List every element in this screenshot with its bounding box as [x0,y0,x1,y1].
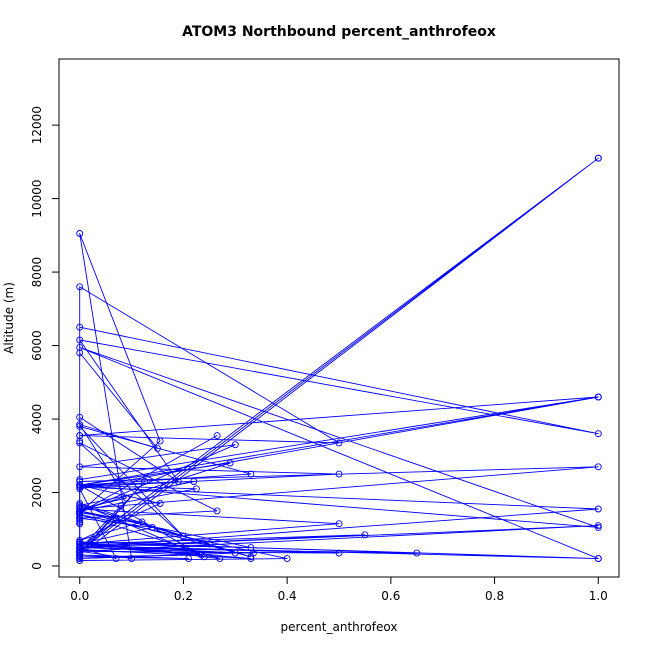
data-point [76,536,84,544]
chart-title: ATOM3 Northbound percent_anthrofeox [182,24,496,40]
data-point [76,507,84,515]
y-tick-label: 0 [30,562,44,570]
data-point [413,549,421,557]
data-point [76,553,84,561]
data-point [76,540,84,548]
data-point [594,523,602,531]
data-point [76,485,84,493]
data-point [594,505,602,513]
series-layer [76,154,602,564]
x-axis-ticks: 0.0 0.2 0.4 0.6 0.8 1.0 [70,577,608,603]
y-axis-ticks: 0 2000 4000 6000 8000 10000 12000 [30,106,59,570]
data-point [76,437,84,445]
y-tick-label: 6000 [30,330,44,361]
x-tick-label: 0.2 [174,589,193,603]
data-point [76,283,84,291]
y-tick-label: 12000 [30,106,44,144]
data-point [76,349,84,357]
x-axis-label: percent_anthrofeox [281,620,398,634]
data-point [76,481,84,489]
data-point [335,470,343,478]
data-point [335,439,343,447]
y-tick-label: 10000 [30,180,44,218]
data-point [154,444,161,452]
data-point [76,501,84,509]
x-tick-label: 0.0 [70,589,89,603]
data-point [594,430,602,438]
data-point [198,551,206,559]
data-point [247,555,255,563]
data-point [76,514,84,522]
y-tick-label: 8000 [30,257,44,288]
data-point [76,439,84,447]
data-point [594,522,602,530]
data-point [141,478,149,485]
data-point [76,463,84,471]
data-point [76,230,84,237]
data-point [594,393,602,401]
x-tick-label: 1.0 [589,589,608,603]
data-point [76,421,84,428]
data-point [213,507,221,515]
data-point [213,432,221,440]
data-point [76,336,84,344]
data-point [76,542,84,550]
data-point [76,557,84,564]
data-point [76,511,84,518]
data-point [76,413,84,421]
series-line-3 [79,425,252,560]
y-tick-label: 4000 [30,404,44,435]
data-point [76,551,84,559]
data-point [361,531,369,539]
data-point [76,478,84,485]
x-tick-label: 0.6 [381,589,400,603]
data-point [112,555,120,563]
data-point [156,500,164,507]
data-point [594,555,602,563]
data-point [249,549,257,557]
data-point [76,343,84,351]
data-point [76,555,84,563]
data-point [112,516,120,524]
data-point [594,463,602,471]
data-point [148,523,156,531]
data-point [76,538,84,546]
data-point [231,441,239,449]
data-point [192,485,200,493]
data-point [76,483,84,491]
data-point [179,533,187,541]
data-point [205,540,213,548]
y-tick-label: 2000 [30,477,44,508]
data-point [76,547,84,555]
data-point [76,432,84,440]
series-line-2 [79,233,599,560]
x-tick-label: 0.8 [485,589,504,603]
data-point [335,520,343,528]
data-point [185,555,193,563]
data-point [247,470,255,478]
y-axis-label: Altitude (m) [2,282,16,354]
data-point [76,422,84,430]
data-point [156,437,164,445]
data-point [76,549,84,557]
data-point [138,518,146,526]
x-tick-label: 0.4 [278,589,297,603]
data-point [76,544,84,552]
data-point [594,154,602,162]
series-line-4 [79,346,599,560]
data-point [112,514,120,522]
data-point [283,555,291,563]
data-point [76,323,84,331]
data-point [335,549,343,557]
